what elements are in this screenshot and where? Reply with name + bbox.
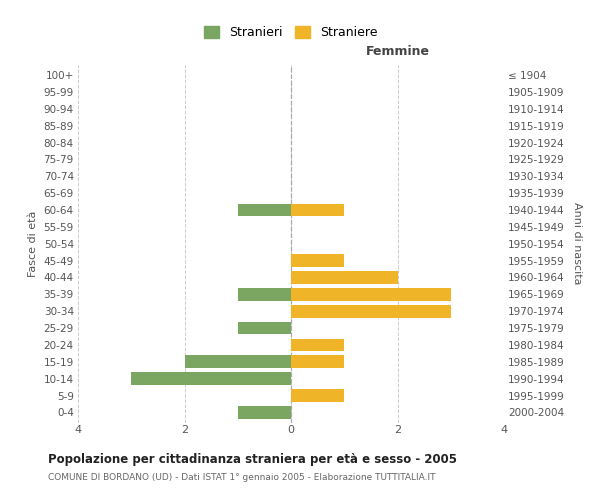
Bar xyxy=(238,406,291,418)
Bar xyxy=(291,389,344,402)
Bar xyxy=(291,271,398,284)
Text: Femmine: Femmine xyxy=(365,45,430,58)
Bar xyxy=(291,305,451,318)
Bar xyxy=(291,254,344,267)
Bar xyxy=(131,372,291,385)
Bar xyxy=(238,204,291,216)
Bar xyxy=(291,338,344,351)
Bar xyxy=(238,322,291,334)
Text: COMUNE DI BORDANO (UD) - Dati ISTAT 1° gennaio 2005 - Elaborazione TUTTITALIA.IT: COMUNE DI BORDANO (UD) - Dati ISTAT 1° g… xyxy=(48,472,436,482)
Bar xyxy=(291,356,344,368)
Y-axis label: Fasce di età: Fasce di età xyxy=(28,210,38,277)
Bar xyxy=(238,288,291,300)
Text: Popolazione per cittadinanza straniera per età e sesso - 2005: Popolazione per cittadinanza straniera p… xyxy=(48,452,457,466)
Bar xyxy=(291,288,451,300)
Legend: Stranieri, Straniere: Stranieri, Straniere xyxy=(199,21,383,44)
Bar xyxy=(291,204,344,216)
Bar xyxy=(185,356,291,368)
Y-axis label: Anni di nascita: Anni di nascita xyxy=(572,202,581,285)
